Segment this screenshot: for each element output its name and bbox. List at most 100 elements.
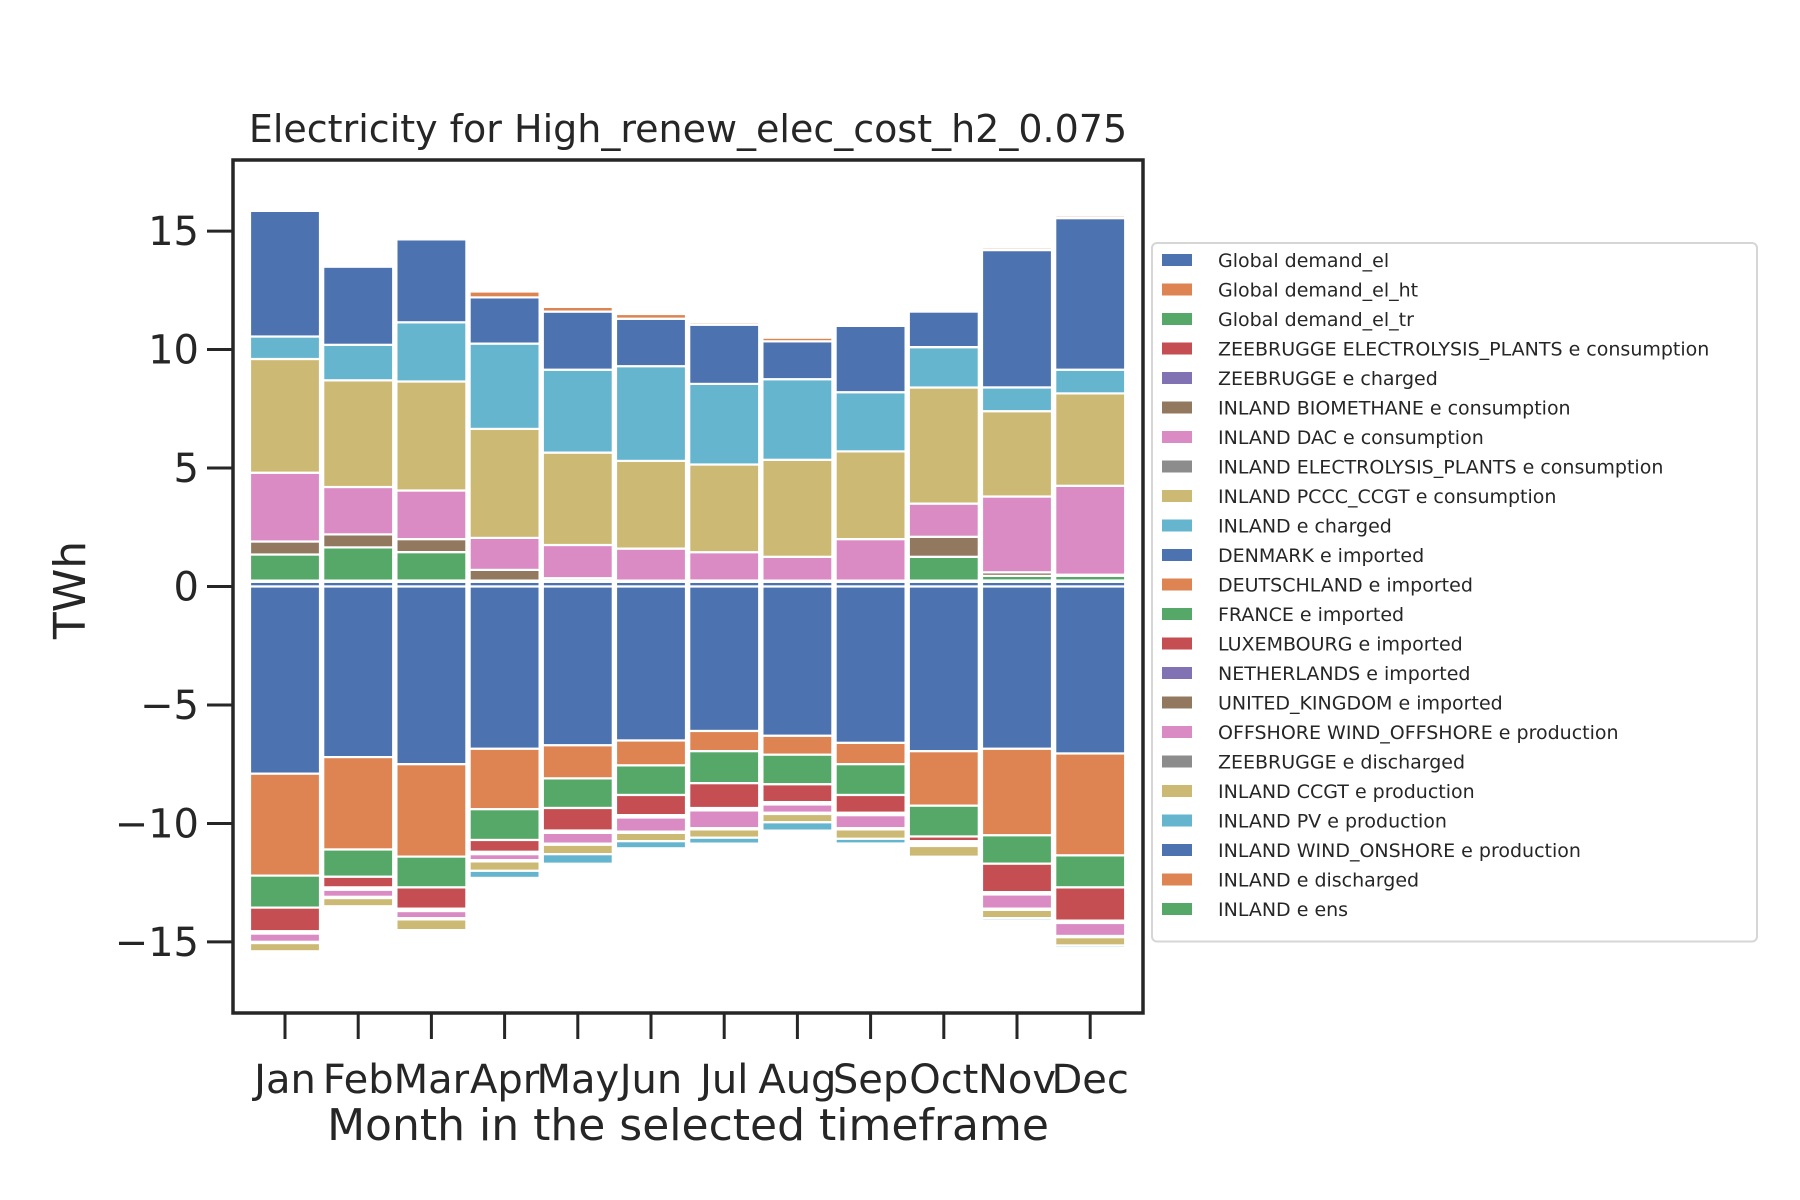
bar-segment [248,906,322,933]
bar-segment [980,862,1054,894]
bar-segment [468,427,541,539]
bar-segment [395,537,468,554]
bar-segment [834,585,907,744]
bar-segment [761,458,834,558]
bar-segment [395,380,468,492]
bar-segment [688,809,761,830]
bar-segment [541,305,614,313]
legend-label: INLAND BIOMETHANE e consumption [1218,398,1571,420]
y-tick-label: 0 [174,565,199,611]
x-tick-label: Aug [758,1057,836,1103]
bar-segment [907,386,980,505]
bar-segment [688,463,761,554]
bar-segment [322,379,395,489]
legend-swatch [1162,519,1192,532]
bar-segment [834,450,907,541]
plot-frame [231,158,1145,1015]
x-tick-label: Nov [978,1057,1056,1103]
x-tick-label: Oct [909,1057,978,1103]
bar-segment [761,753,834,786]
legend-swatch [1162,903,1192,915]
legend-label: INLAND e discharged [1218,870,1419,892]
y-tick-label: 5 [174,446,199,492]
legend-swatch [1162,254,1192,266]
bar-segment [248,471,322,543]
bar-segment [761,336,834,343]
bar-segment [248,950,322,954]
bar-segment [834,323,907,328]
chart-title: Electricity for High_renew_elec_cost_h2_… [249,107,1127,151]
bar-segment [980,908,1054,920]
bar-segment [541,368,614,454]
bar-segment [248,209,322,338]
legend-swatch [1162,814,1192,827]
bar-segment [614,840,688,850]
bar-segment [468,869,541,879]
bar-segment [468,838,541,853]
legend-swatch [1162,785,1192,797]
bar-segment [834,793,907,814]
legend-label: DEUTSCHLAND e imported [1218,575,1473,597]
bar-segment [395,238,468,324]
y-tick-label: −15 [115,920,199,966]
bar-segment [834,741,907,766]
bar-segment [907,844,980,858]
x-tick-label: Jan [251,1057,316,1103]
legend-swatch [1162,608,1192,620]
bar-segment [614,816,688,833]
bar-segment [614,365,688,463]
bar-segment [688,836,761,845]
bar-segment [907,535,980,558]
bar-segment [980,834,1054,865]
bar-segment [541,843,614,856]
legend-swatch [1162,667,1192,679]
y-axis-title: TWh [45,541,96,640]
bar-segment [614,312,688,320]
bar-segment [834,537,907,582]
bar-segment [468,747,541,811]
bar-segment [1054,752,1127,857]
x-tick-label: Jul [697,1057,748,1103]
bar-segment [980,248,1054,389]
bar-segment [980,917,1054,922]
legend-label: INLAND e ens [1218,899,1348,921]
x-tick-label: Sep [833,1057,908,1103]
legend-swatch [1162,460,1192,473]
bar-segment [907,310,980,349]
legend-label: LUXEMBOURG e imported [1218,634,1463,656]
legend-swatch [1162,726,1192,738]
legend: Global demand_el Global demand_el_ht Globa… [1151,242,1758,943]
legend-label: DENMARK e imported [1218,545,1424,567]
bar-segment [761,378,834,461]
bar-segment [980,747,1054,837]
bar-segment [468,585,541,750]
bar-segment [322,533,395,549]
legend-label: ZEEBRUGGE e discharged [1218,752,1465,774]
bar-segment [395,855,468,889]
x-tick-label: Dec [1051,1057,1128,1103]
legend-label: Global demand_el_ht [1218,280,1418,302]
bar-segment [322,343,395,382]
bar-segment [541,777,614,810]
legend-swatch [1162,283,1192,296]
y-tick-label: −10 [115,801,199,847]
x-axis-title: Month in the selected timeframe [327,1100,1049,1151]
legend-swatch [1162,342,1192,355]
bar-segment [1054,944,1127,950]
legend-label: INLAND DAC e consumption [1218,427,1484,449]
bar-segment [761,340,834,381]
y-tick-label: 10 [148,328,199,374]
legend-label: Global demand_el [1218,250,1389,272]
bar-segment [907,502,980,538]
bar-segment [1054,392,1127,487]
bar-segment [395,918,468,932]
bar-segment [322,896,395,908]
bar-segment [688,550,761,582]
legend-box [1151,242,1758,943]
legend-swatch [1162,372,1192,384]
bar-segment [834,391,907,453]
bar-segment [688,782,761,810]
bar-segment [688,750,761,785]
